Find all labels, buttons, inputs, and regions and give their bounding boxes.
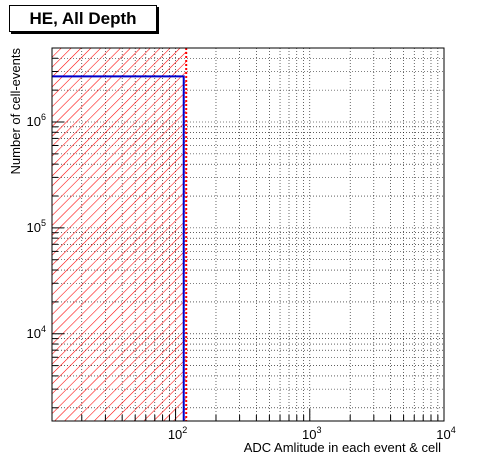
x-axis-label: ADC Amlitude in each event & cell <box>244 440 441 455</box>
chart-title: HE, All Depth <box>29 9 137 28</box>
histogram-bars <box>52 75 185 421</box>
grid-lines <box>52 48 444 421</box>
y-tick-label: 104 <box>27 324 46 341</box>
histogram-bin <box>52 75 185 421</box>
axis-ticks <box>52 57 445 421</box>
x-tick-label: 104 <box>436 425 455 442</box>
y-tick-label: 105 <box>27 218 46 235</box>
x-tick-label: 102 <box>168 425 187 442</box>
hatch-fill <box>52 48 187 421</box>
x-tick-label: 103 <box>302 425 321 442</box>
chart-title-box: HE, All Depth <box>9 5 157 32</box>
y-tick-label: 106 <box>27 112 46 129</box>
hatched-region <box>52 48 187 421</box>
plot-frame <box>51 47 445 422</box>
tick-labels: 102 103 104 104 105 106 <box>27 112 456 442</box>
y-axis-label: Number of cell-events <box>8 48 23 175</box>
